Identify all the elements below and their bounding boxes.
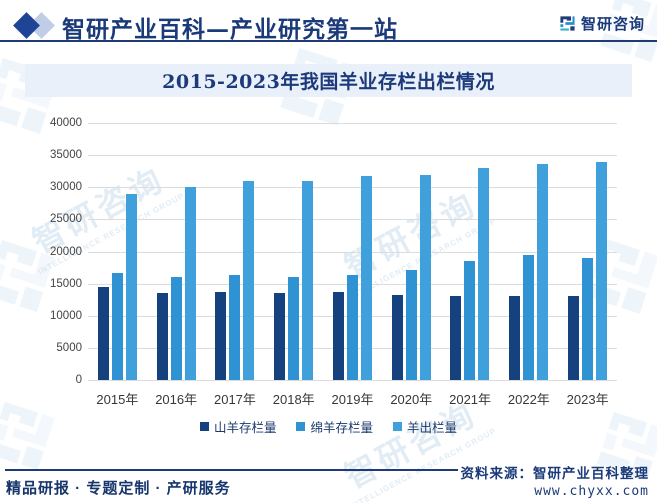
- x-axis-tick-label: 2020年: [390, 392, 433, 407]
- bar: [125, 194, 137, 380]
- bar: [360, 176, 372, 380]
- watermark-logo-icon: [598, 0, 657, 69]
- chart-title: 2015-2023年我国羊业存栏出栏情况: [162, 71, 495, 93]
- bar: [537, 164, 549, 380]
- legend-swatch-icon: [393, 422, 402, 431]
- y-axis-tick-label: 10000: [50, 309, 82, 322]
- watermark-logo-icon: [0, 401, 56, 477]
- legend-label: 山羊存栏量: [213, 421, 277, 435]
- bar: [419, 175, 431, 380]
- x-axis-tick-label: 2019年: [331, 392, 374, 407]
- company-logo: 智研咨询: [559, 13, 645, 34]
- bar: [111, 273, 123, 380]
- legend-swatch-icon: [199, 422, 209, 431]
- bar: [170, 276, 182, 380]
- y-axis-tick-label: 25000: [50, 213, 82, 226]
- x-axis-tick-label: 2018年: [272, 392, 315, 407]
- chart-title-banner: 2015-2023年我国羊业存栏出栏情况: [25, 64, 632, 97]
- bar-group-2016年: [156, 123, 196, 380]
- bar: [523, 255, 535, 380]
- bar: [464, 260, 476, 380]
- bar: [332, 291, 344, 380]
- x-axis-tick-label: 2015年: [96, 392, 139, 407]
- x-axis-tick-label: 2022年: [507, 392, 550, 407]
- bar: [596, 162, 607, 380]
- bar: [450, 295, 462, 380]
- x-axis: 2015年 2016年 2017年 2018年 2019年 2020年 2021年 2022年…: [88, 389, 617, 408]
- footer-divider: [5, 469, 458, 471]
- plot-area: [88, 123, 617, 381]
- bar: [243, 181, 255, 380]
- bar: [184, 186, 196, 380]
- x-axis-tick-label: 2023年: [566, 392, 609, 407]
- company-logo-icon: [560, 16, 575, 31]
- y-axis-tick-label: 40000: [50, 117, 82, 129]
- y-axis-tick-label: 35000: [50, 149, 82, 162]
- chart-legend: 山羊存栏量 绵羊存栏量 羊出栏量: [0, 417, 657, 436]
- legend-label: 羊出栏量: [407, 421, 458, 435]
- gridline: [88, 155, 617, 157]
- bar: [346, 275, 358, 380]
- bar: [405, 269, 417, 380]
- x-axis-tick-label: 2016年: [155, 392, 198, 407]
- y-axis-tick-label: 30000: [50, 181, 82, 194]
- gridline: [88, 123, 617, 124]
- bar: [229, 275, 241, 380]
- bar: [215, 291, 227, 380]
- bar: [582, 257, 593, 380]
- bar: [478, 167, 490, 380]
- gridline: [88, 251, 617, 253]
- y-axis: 40000 35000 30000 25000 20000 15000 10000 5000 0: [30, 116, 82, 388]
- y-axis-tick-label: 5000: [56, 341, 82, 354]
- bar-group-2017年: [215, 123, 255, 380]
- x-axis-tick-label: 2017年: [213, 392, 256, 407]
- bar: [97, 286, 109, 380]
- gridline: [88, 219, 617, 221]
- bar-group-2021年: [450, 123, 490, 380]
- bar-group-2019年: [332, 123, 372, 380]
- company-logo-text: 智研咨询: [580, 16, 645, 33]
- bar-group-2018年: [274, 123, 314, 380]
- page-title: 智研产业百科—产业研究第一站: [62, 16, 398, 43]
- bar-group-2022年: [509, 123, 549, 380]
- legend-label: 绵羊存栏量: [310, 421, 373, 435]
- gridline: [88, 380, 617, 381]
- bar: [568, 295, 579, 380]
- bar: [509, 295, 521, 380]
- website-link[interactable]: www.chyxx.com: [534, 484, 649, 499]
- bar-groups: [88, 123, 617, 380]
- legend-swatch-icon: [296, 422, 306, 431]
- bar: [156, 293, 168, 380]
- data-source-label: 资料来源：智研产业百科整理: [460, 466, 649, 481]
- footer-source-block: 资料来源：智研产业百科整理 www.chyxx.com: [461, 462, 650, 500]
- legend-item: 羊出栏量: [393, 417, 457, 436]
- y-axis-tick-label: 15000: [50, 277, 82, 290]
- footer-slogan: 精品研报 · 专题定制 · 产研服务: [6, 480, 231, 497]
- bar-group-2020年: [391, 123, 431, 380]
- bar-group-2023年: [568, 123, 607, 380]
- legend-item: 绵羊存栏量: [296, 417, 373, 436]
- bar: [288, 277, 300, 380]
- legend-item: 山羊存栏量: [199, 417, 277, 436]
- bar: [274, 293, 286, 380]
- x-axis-tick-label: 2021年: [449, 392, 492, 407]
- bar-group-2015年: [97, 123, 137, 380]
- y-axis-tick-label: 0: [75, 374, 82, 386]
- header-divider: [0, 40, 657, 42]
- gridline: [88, 187, 617, 189]
- y-axis-tick-label: 20000: [50, 245, 82, 258]
- bar: [391, 295, 403, 380]
- bar: [302, 180, 314, 380]
- brand-diamond-icon: [12, 12, 60, 39]
